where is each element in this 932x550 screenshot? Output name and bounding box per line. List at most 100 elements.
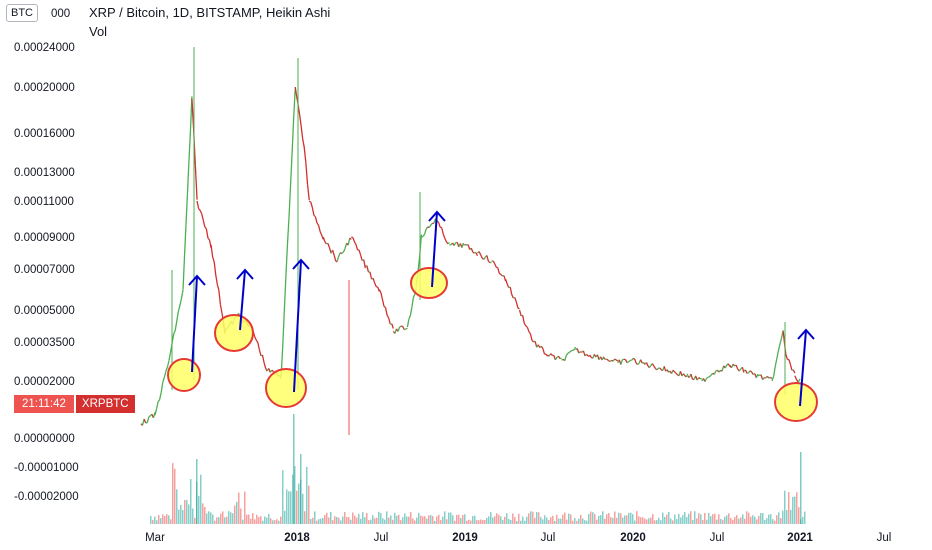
price-segment [319,231,323,236]
volume-bar [496,513,498,524]
volume-bar [648,518,650,524]
volume-bar [536,511,538,524]
volume-bar [374,518,376,524]
price-segment [258,349,262,356]
volume-bar [602,511,604,524]
volume-bar [288,491,290,524]
volume-bar [194,517,196,524]
volume-bar [492,517,494,524]
volume-bar [372,515,374,524]
volume-bar [708,512,710,524]
volume-bar [400,520,402,524]
price-segment [360,255,363,261]
volume-bar [592,512,594,524]
volume-bar [424,516,426,524]
price-segment [631,357,634,361]
price-segment [675,372,678,376]
volume-bar [576,520,578,524]
volume-bar [702,520,704,524]
volume-bar [320,518,322,524]
volume-bar [738,518,740,524]
price-segment [300,125,304,139]
volume-bar [546,517,548,524]
volume-bar [428,515,430,524]
volume-bar [644,518,646,524]
volume-bar [420,515,422,524]
volume-bar [444,511,446,524]
price-segment [188,131,192,161]
price-segment [713,370,717,375]
volume-bar [226,516,228,524]
volume-bar [416,517,418,524]
price-segment [589,354,592,358]
volume-bar [488,516,490,524]
volume-bar [200,474,202,524]
price-segment [601,356,605,361]
price-segment [564,355,567,361]
volume-bar [430,515,432,524]
up-arrow [292,258,310,393]
volume-bar [544,515,546,524]
price-segment [369,271,373,280]
price-segment [201,213,204,221]
volume-bar [704,513,706,524]
price-segment [615,359,619,362]
price-segment [634,358,637,364]
volume-bar [234,505,236,524]
volume-bar [248,514,250,524]
volume-bar [724,516,726,524]
y-tick-label: 0.00016000 [14,128,75,140]
volume-bar [596,519,598,524]
price-segment [755,373,759,378]
x-tick-label: 2018 [284,532,310,544]
volume-bar [186,499,188,524]
volume-bar [638,516,640,524]
volume-bar [180,504,182,524]
volume-bar [722,519,724,524]
price-segment [789,364,793,371]
price-segment [779,337,783,345]
volume-bar [680,517,682,524]
volume-bar [380,513,382,524]
x-tick-label: 2021 [787,532,813,544]
price-segment [674,371,677,374]
price-segment [648,365,652,369]
volume-bar [446,519,448,524]
volume-bar [514,517,516,524]
price-segment [488,260,491,264]
price-segment [586,353,589,357]
y-tick-label: 0.00009000 [14,232,75,244]
x-tick-label: Jul [374,532,389,544]
volume-bar [728,513,730,524]
volume-bar [534,517,536,524]
currency-badge[interactable]: BTC [6,4,38,22]
volume-bar [278,520,280,524]
x-tick-label: Jul [541,532,556,544]
volume-bar [308,485,310,524]
price-segment [391,323,394,329]
price-segment [518,309,522,317]
price-segment [347,237,351,246]
volume-bar [520,520,522,524]
price-segment [608,359,611,363]
volume-bar [732,519,734,524]
volume-bar [716,519,718,524]
volume-bar [216,517,218,524]
volume-bar [436,516,438,524]
volume-bar [306,466,308,524]
volume-bar [516,520,518,524]
volume-bar [280,516,282,524]
price-segment [540,345,544,350]
price-segment [483,256,486,260]
volume-bar [556,514,558,524]
price-segment [682,373,686,377]
price-segment [310,201,313,208]
price-segment [609,359,612,363]
volume-label: Vol [89,24,108,39]
chart-title: XRP / Bitcoin, 1D, BITSTAMP, Heikin Ashi [89,5,331,20]
volume-bar [616,517,618,524]
volume-bar [552,515,554,524]
volume-bar [348,517,350,524]
volume-bar [336,516,338,524]
